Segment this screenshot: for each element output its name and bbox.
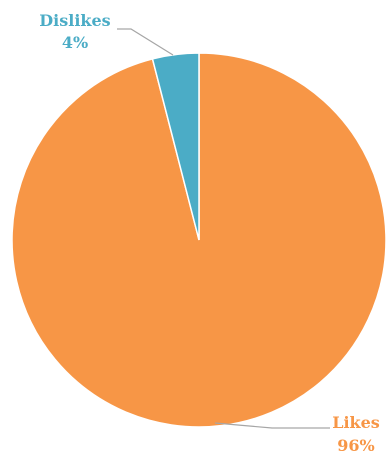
dislikes-category-label: Dislikes (39, 11, 110, 30)
dislikes-percent-label: 4% (62, 33, 88, 52)
likes-category-label: Likes (332, 413, 380, 432)
leader-line-likes (214, 422, 330, 429)
pie-slice-dislikes (151, 52, 200, 241)
pie-slices (11, 52, 387, 428)
likes-percent-label: 96% (337, 436, 374, 455)
leader-line-dislikes (117, 28, 174, 56)
